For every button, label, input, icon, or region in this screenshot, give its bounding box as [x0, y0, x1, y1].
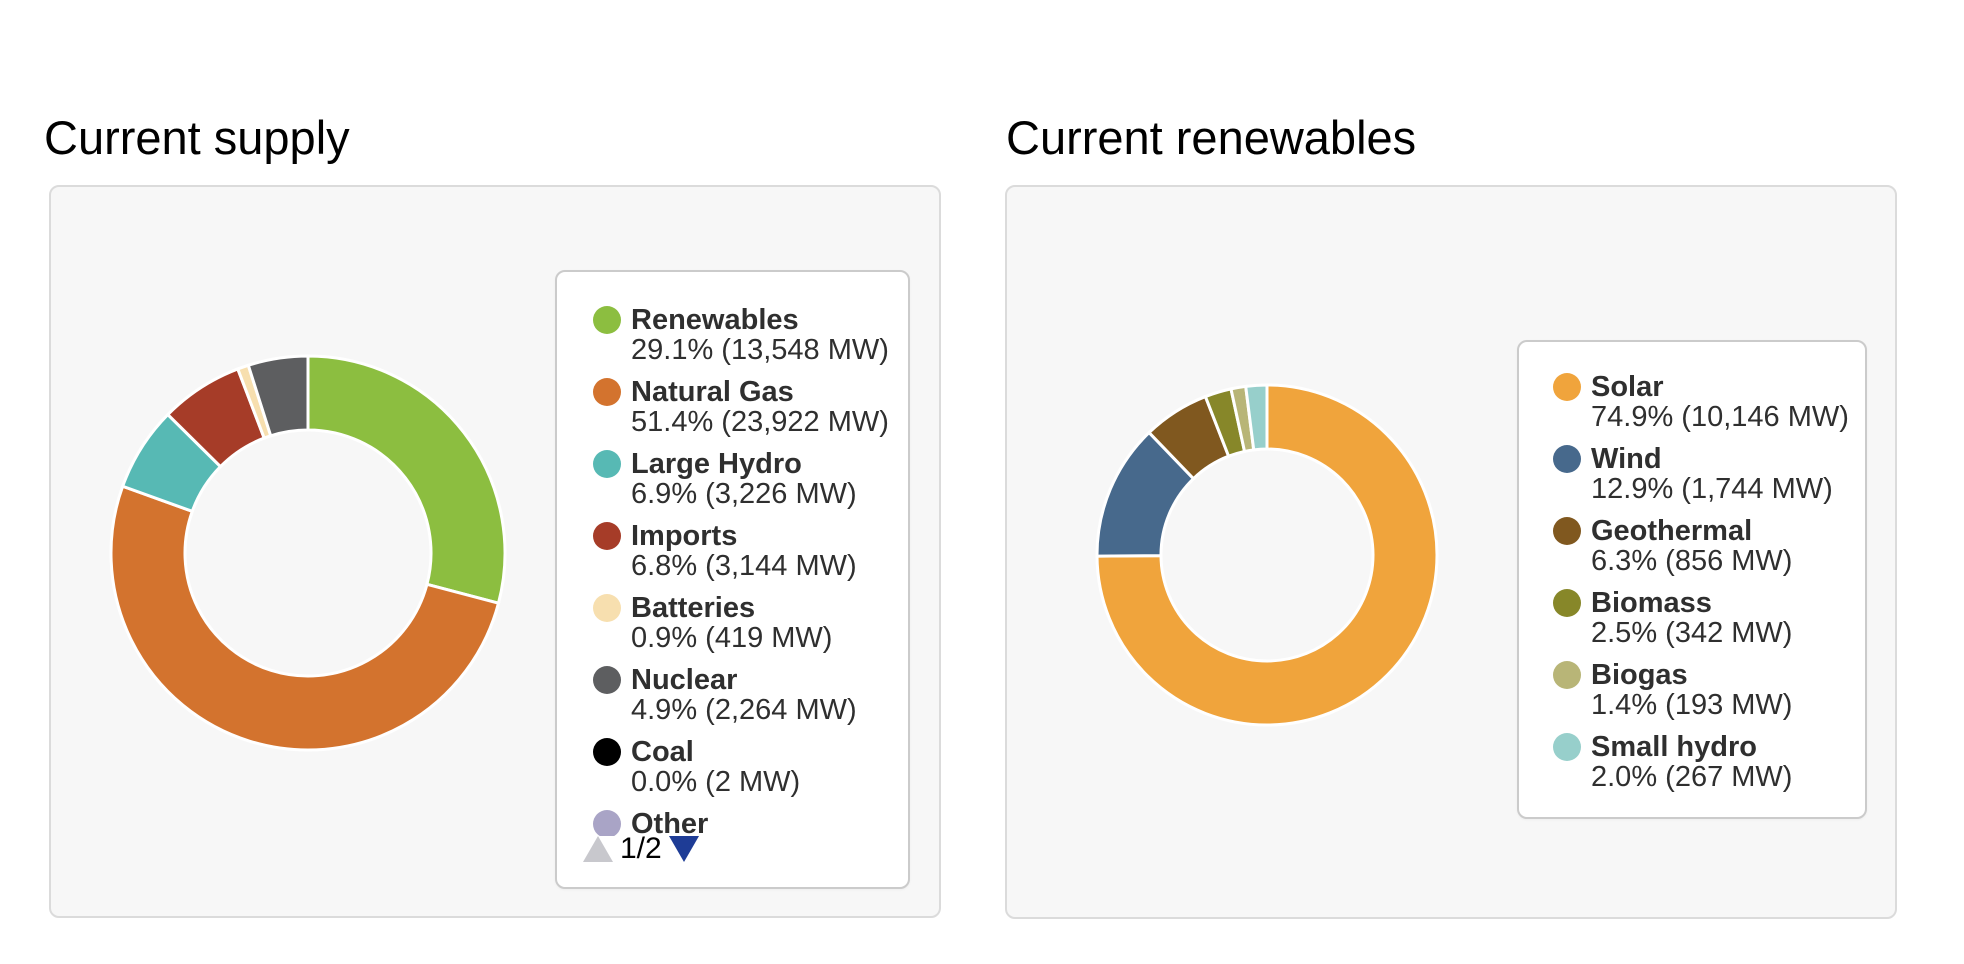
- legend-label: Geothermal: [1591, 515, 1753, 547]
- small-hydro-color-dot-icon: [1553, 733, 1581, 761]
- current-supply-card: Renewables 29.1% (13,548 MW) Natural Gas 51…: [49, 185, 941, 918]
- legend-label: Small hydro: [1591, 731, 1757, 763]
- coal-color-dot-icon: [593, 738, 621, 766]
- legend-item-small-hydro: Small hydro 2.0% (267 MW): [1553, 732, 1851, 792]
- legend-value: 0.0% (2 MW): [631, 766, 801, 798]
- legend-page-indicator: 1/2: [620, 832, 662, 865]
- legend-value: 1.4% (193 MW): [1591, 689, 1793, 721]
- legend-item-natural-gas: Natural Gas 51.4% (23,922 MW): [593, 377, 894, 437]
- legend-label: Other: [631, 808, 709, 836]
- legend-value: 6.8% (3,144 MW): [631, 550, 857, 582]
- wind-color-dot-icon: [1553, 445, 1581, 473]
- legend-label: Wind: [1591, 443, 1662, 475]
- current-renewables-title: Current renewables: [1006, 111, 1417, 164]
- legend-item-batteries: Batteries 0.9% (419 MW): [593, 593, 894, 653]
- legend-item-nuclear: Nuclear 4.9% (2,264 MW): [593, 665, 894, 725]
- current-renewables-legend: Solar 74.9% (10,146 MW) Wind 12.9% (1,744 M…: [1517, 340, 1867, 819]
- legend-value: 51.4% (23,922 MW): [631, 406, 889, 438]
- legend-item-geothermal: Geothermal 6.3% (856 MW): [1553, 516, 1851, 576]
- legend-item-large-hydro: Large Hydro 6.9% (3,226 MW): [593, 449, 894, 509]
- renewables-color-dot-icon: [593, 306, 621, 334]
- legend-value: 12.9% (1,744 MW): [1591, 473, 1833, 505]
- current-supply-legend: Renewables 29.1% (13,548 MW) Natural Gas 51…: [555, 270, 910, 889]
- legend-label: Imports: [631, 520, 738, 552]
- legend-item-imports: Imports 6.8% (3,144 MW): [593, 521, 894, 581]
- current-renewables-card: Solar 74.9% (10,146 MW) Wind 12.9% (1,744 M…: [1005, 185, 1897, 919]
- batteries-color-dot-icon: [593, 594, 621, 622]
- legend-list: Solar 74.9% (10,146 MW) Wind 12.9% (1,744 M…: [1553, 372, 1851, 804]
- legend-value: 4.9% (2,264 MW): [631, 694, 857, 726]
- legend-value: 2.5% (342 MW): [1591, 617, 1793, 649]
- legend-pagination: 1/2: [583, 834, 699, 864]
- legend-page-down-button[interactable]: [668, 836, 699, 862]
- legend-label: Renewables: [631, 305, 799, 336]
- current-renewables-donut-chart[interactable]: [1093, 381, 1441, 729]
- imports-color-dot-icon: [593, 522, 621, 550]
- legend-value: 6.3% (856 MW): [1591, 545, 1793, 577]
- legend-item-renewables: Renewables 29.1% (13,548 MW): [593, 305, 894, 365]
- legend-label: Coal: [631, 736, 694, 768]
- legend-item-biomass: Biomass 2.5% (342 MW): [1553, 588, 1851, 648]
- other-color-dot-icon: [593, 810, 621, 836]
- legend-value: 2.0% (267 MW): [1591, 761, 1793, 793]
- nuclear-color-dot-icon: [593, 666, 621, 694]
- legend-label: Nuclear: [631, 664, 738, 696]
- geothermal-color-dot-icon: [1553, 517, 1581, 545]
- legend-label: Batteries: [631, 592, 756, 624]
- donut-slice-small-hydro[interactable]: [1244, 383, 1269, 452]
- legend-label: Solar: [1591, 372, 1664, 403]
- legend-item-other: Other: [593, 809, 894, 836]
- biogas-color-dot-icon: [1553, 661, 1581, 689]
- legend-label: Large Hydro: [631, 448, 802, 480]
- current-supply-title: Current supply: [44, 111, 350, 164]
- legend-label: Natural Gas: [631, 376, 794, 408]
- current-supply-donut-chart[interactable]: [108, 353, 508, 753]
- natural-gas-color-dot-icon: [593, 378, 621, 406]
- legend-item-wind: Wind 12.9% (1,744 MW): [1553, 444, 1851, 504]
- large-hydro-color-dot-icon: [593, 450, 621, 478]
- legend-value: 74.9% (10,146 MW): [1591, 401, 1849, 433]
- legend-item-biogas: Biogas 1.4% (193 MW): [1553, 660, 1851, 720]
- legend-value: 29.1% (13,548 MW): [631, 334, 889, 366]
- biomass-color-dot-icon: [1553, 589, 1581, 617]
- legend-label: Biogas: [1591, 659, 1688, 691]
- legend-item-solar: Solar 74.9% (10,146 MW): [1553, 372, 1851, 432]
- legend-value: 6.9% (3,226 MW): [631, 478, 857, 510]
- legend-list: Renewables 29.1% (13,548 MW) Natural Gas 51…: [593, 305, 894, 836]
- solar-color-dot-icon: [1553, 373, 1581, 401]
- legend-page-up-button[interactable]: [583, 836, 613, 862]
- donut-slice-natural-gas[interactable]: [109, 484, 501, 752]
- legend-label: Biomass: [1591, 587, 1712, 619]
- donut-slice-renewables[interactable]: [306, 354, 507, 606]
- legend-item-coal: Coal 0.0% (2 MW): [593, 737, 894, 797]
- donut-slice-nuclear[interactable]: [246, 354, 310, 438]
- donut-slice-solar[interactable]: [1095, 383, 1439, 727]
- legend-value: 0.9% (419 MW): [631, 622, 833, 654]
